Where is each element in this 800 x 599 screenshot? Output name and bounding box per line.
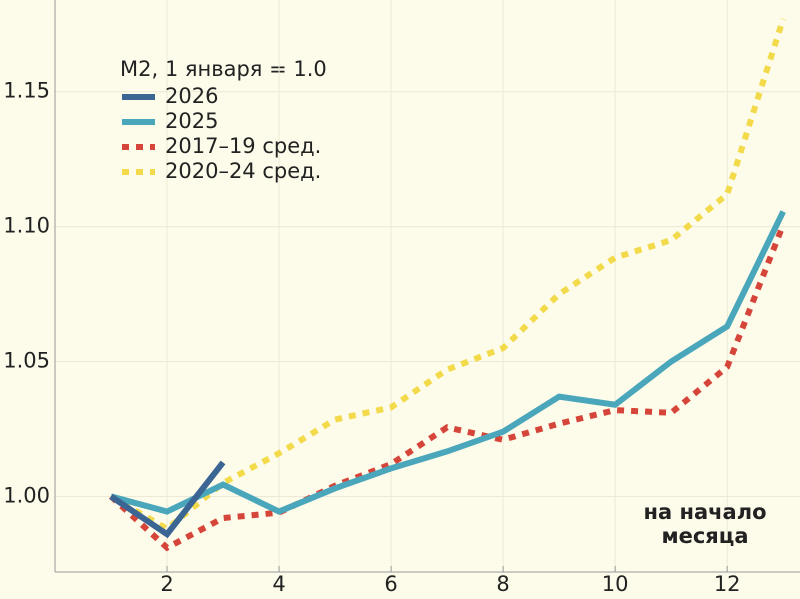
legend-title: M2, 1 января = 1.0 xyxy=(120,57,327,81)
y-tick-label: 1.00 xyxy=(3,483,50,507)
x-tick-label: 8 xyxy=(496,572,509,596)
x-tick-label: 10 xyxy=(602,572,629,596)
y-tick-label: 1.10 xyxy=(3,214,50,238)
x-tick-label: 6 xyxy=(384,572,397,596)
legend-label: 2020–24 сред. xyxy=(165,159,321,183)
series-line xyxy=(108,223,786,552)
annotation: на начало месяца xyxy=(643,500,767,548)
legend-label: 2026 xyxy=(165,84,218,108)
x-tick-label: 4 xyxy=(272,572,285,596)
series-line xyxy=(110,210,786,515)
legend-label: 2025 xyxy=(165,109,218,133)
y-tick-label: 1.05 xyxy=(3,349,50,373)
x-tick-label: 12 xyxy=(714,572,741,596)
x-tick-label: 2 xyxy=(160,572,173,596)
series-line xyxy=(109,460,226,539)
legend-label: 2017–19 сред. xyxy=(165,134,321,158)
y-tick-label: 1.15 xyxy=(3,79,50,103)
